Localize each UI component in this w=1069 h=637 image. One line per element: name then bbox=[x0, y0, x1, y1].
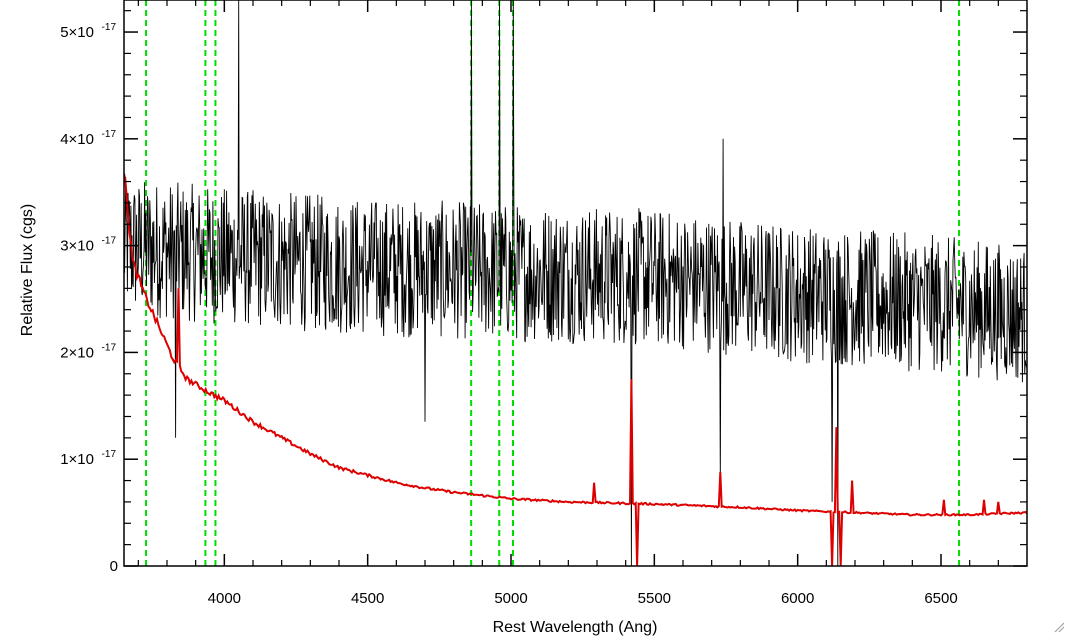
x-tick-label: 6000 bbox=[781, 590, 814, 607]
resize-grip-icon[interactable] bbox=[1053, 621, 1065, 633]
y-tick-exponent: -17 bbox=[102, 449, 117, 460]
y-tick-label: 0 bbox=[110, 558, 118, 575]
y-tick-label: 3×10 bbox=[60, 238, 94, 255]
y-tick-label: 2×10 bbox=[60, 344, 94, 361]
y-tick-label: 4×10 bbox=[60, 131, 94, 148]
x-axis-label: Rest Wavelength (Ang) bbox=[493, 619, 658, 636]
x-tick-label: 5000 bbox=[494, 590, 527, 607]
y-tick-exponent: -17 bbox=[102, 342, 117, 353]
plot-frame bbox=[123, 0, 1028, 567]
model-continuum-line bbox=[124, 173, 1027, 566]
y-tick-exponent: -17 bbox=[102, 22, 117, 33]
y-tick-label: 5×10 bbox=[60, 24, 94, 41]
x-tick-label: 5500 bbox=[638, 590, 671, 607]
y-axis-label: Relative Flux (cgs) bbox=[19, 204, 36, 336]
x-tick-label: 6500 bbox=[924, 590, 957, 607]
y-tick-exponent: -17 bbox=[102, 236, 117, 247]
y-tick-exponent: -17 bbox=[102, 129, 117, 140]
observed-spectrum-line bbox=[124, 0, 1027, 566]
x-tick-label: 4500 bbox=[351, 590, 384, 607]
y-tick-label: 1×10 bbox=[60, 451, 94, 468]
x-tick-label: 4000 bbox=[208, 590, 241, 607]
